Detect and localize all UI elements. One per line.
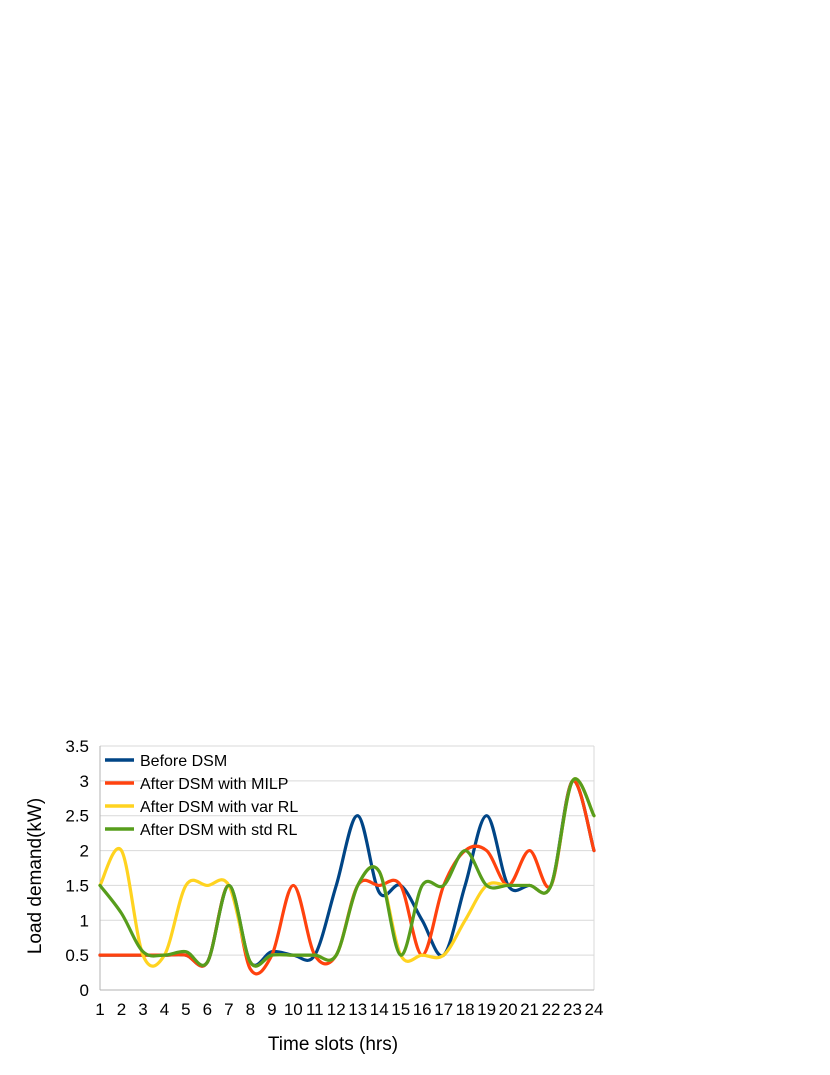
x-tick-label: 5	[181, 1000, 190, 1019]
y-tick-label: 3.5	[65, 737, 89, 756]
x-tick-label: 11	[306, 1000, 324, 1019]
axes	[99, 746, 594, 991]
y-tick-label: 2	[80, 842, 89, 861]
x-tick-labels: 1 2 3 4 5 6 7 8 9 10 11 12 13 14 15 16 17 18 19 20 21 22 23 24	[95, 1000, 603, 1019]
x-tick-label: 12	[327, 1000, 346, 1019]
x-tick-label: 1	[95, 1000, 104, 1019]
x-tick-label: 19	[477, 1000, 496, 1019]
x-tick-label: 2	[117, 1000, 126, 1019]
x-tick-label: 24	[585, 1000, 604, 1019]
x-tick-label: 21	[520, 1000, 539, 1019]
x-tick-label: 9	[267, 1000, 276, 1019]
x-tick-label: 23	[563, 1000, 582, 1019]
x-tick-label: 7	[224, 1000, 233, 1019]
y-tick-label: 0.5	[65, 946, 89, 965]
grid-lines	[100, 745, 595, 990]
y-tick-label: 3	[80, 772, 89, 791]
x-tick-label: 8	[246, 1000, 255, 1019]
y-tick-label: 0	[80, 981, 89, 1000]
x-tick-label: 10	[284, 1000, 303, 1019]
x-tick-label: 6	[203, 1000, 212, 1019]
x-tick-label: 4	[160, 1000, 169, 1019]
y-tick-label: 1.5	[65, 876, 89, 895]
x-tick-label: 18	[456, 1000, 475, 1019]
x-tick-label: 17	[434, 1000, 453, 1019]
x-tick-label: 16	[413, 1000, 432, 1019]
x-tick-label: 14	[370, 1000, 389, 1019]
legend: Before DSM After DSM with MILP After DSM w…	[105, 753, 298, 839]
x-tick-label: 22	[542, 1000, 561, 1019]
y-axis-title: Load demand(kW)	[25, 798, 46, 954]
legend-label: After DSM with var RL	[140, 799, 298, 816]
y-tick-label: 2.5	[65, 807, 89, 826]
series-lines	[98, 777, 596, 976]
legend-label: After DSM with std RL	[140, 822, 297, 839]
x-tick-label: 15	[391, 1000, 410, 1019]
legend-label: Before DSM	[140, 753, 227, 770]
x-tick-label: 20	[499, 1000, 518, 1019]
x-tick-label: 13	[348, 1000, 367, 1019]
x-axis-title: Time slots (hrs)	[268, 1034, 398, 1055]
series-line-4	[98, 777, 596, 968]
legend-label: After DSM with MILP	[140, 776, 288, 793]
y-tick-label: 1	[80, 911, 89, 930]
x-tick-label: 3	[138, 1000, 147, 1019]
y-tick-labels: 0 0.5 1 1.5 2 2.5 3 3.5	[65, 737, 89, 1000]
